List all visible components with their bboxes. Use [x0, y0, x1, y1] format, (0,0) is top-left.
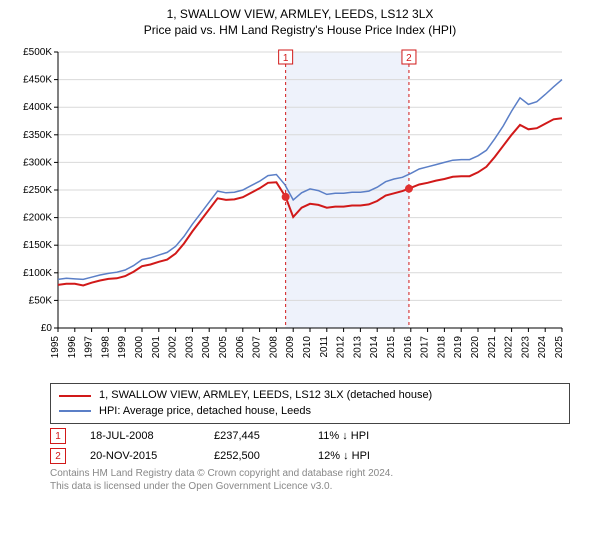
event-number: 2: [50, 448, 66, 464]
svg-text:2003: 2003: [184, 336, 195, 359]
svg-text:2005: 2005: [218, 336, 229, 359]
title-line2: Price paid vs. HM Land Registry's House …: [144, 23, 456, 37]
event-date: 20-NOV-2015: [90, 450, 190, 462]
svg-text:2020: 2020: [470, 336, 481, 359]
event-price: £252,500: [214, 450, 294, 462]
svg-text:2012: 2012: [336, 336, 347, 359]
svg-text:£100K: £100K: [23, 268, 52, 279]
svg-text:£200K: £200K: [23, 213, 52, 224]
svg-text:2022: 2022: [504, 336, 515, 359]
event-diff: 12% ↓ HPI: [318, 450, 398, 462]
svg-text:2023: 2023: [520, 336, 531, 359]
svg-text:2000: 2000: [134, 336, 145, 359]
svg-text:2007: 2007: [252, 336, 263, 359]
svg-text:2004: 2004: [201, 336, 212, 359]
event-row: 1 18-JUL-2008 £237,445 11% ↓ HPI: [50, 428, 570, 444]
svg-text:2018: 2018: [436, 336, 447, 359]
svg-text:2009: 2009: [285, 336, 296, 359]
svg-text:1996: 1996: [67, 336, 78, 359]
svg-text:2011: 2011: [319, 336, 330, 358]
svg-text:1995: 1995: [50, 336, 61, 359]
svg-text:2002: 2002: [168, 336, 179, 359]
event-table: 1 18-JUL-2008 £237,445 11% ↓ HPI 2 20-NOV-201…: [50, 428, 570, 464]
svg-text:2016: 2016: [403, 336, 414, 359]
svg-text:2001: 2001: [151, 336, 162, 359]
footnote-line2: This data is licensed under the Open Gov…: [50, 481, 332, 492]
title-line1: 1, SWALLOW VIEW, ARMLEY, LEEDS, LS12 3LX: [167, 7, 434, 21]
price-chart: £0 £50K £100K £150K £200K £250K £300K £350K £400…: [10, 44, 590, 379]
svg-text:2013: 2013: [352, 336, 363, 359]
svg-text:2010: 2010: [302, 336, 313, 359]
legend-item: 1, SWALLOW VIEW, ARMLEY, LEEDS, LS12 3LX…: [59, 388, 561, 403]
svg-text:2021: 2021: [487, 336, 498, 359]
event-number: 1: [50, 428, 66, 444]
legend-label: HPI: Average price, detached house, Leed…: [99, 404, 311, 419]
svg-text:2: 2: [406, 53, 412, 64]
event-date: 18-JUL-2008: [90, 430, 190, 442]
chart-title: 1, SWALLOW VIEW, ARMLEY, LEEDS, LS12 3LX…: [10, 6, 590, 38]
svg-text:2008: 2008: [268, 336, 279, 359]
svg-text:2014: 2014: [369, 336, 380, 359]
svg-text:£300K: £300K: [23, 158, 52, 169]
svg-text:2025: 2025: [554, 336, 565, 359]
legend-swatch: [59, 410, 91, 412]
svg-text:£500K: £500K: [23, 47, 52, 58]
svg-text:£50K: £50K: [29, 296, 53, 307]
event-price: £237,445: [214, 430, 294, 442]
footnote-line1: Contains HM Land Registry data © Crown c…: [50, 468, 393, 479]
svg-text:1: 1: [283, 53, 289, 64]
svg-text:2024: 2024: [537, 336, 548, 359]
chart-svg: £0 £50K £100K £150K £200K £250K £300K £350K £400…: [10, 44, 570, 374]
svg-text:£400K: £400K: [23, 103, 52, 114]
svg-text:1998: 1998: [100, 336, 111, 359]
legend-label: 1, SWALLOW VIEW, ARMLEY, LEEDS, LS12 3LX…: [99, 388, 432, 403]
svg-text:£350K: £350K: [23, 130, 52, 141]
svg-text:£450K: £450K: [23, 75, 52, 86]
svg-text:1999: 1999: [117, 336, 128, 359]
svg-text:2017: 2017: [420, 336, 431, 359]
svg-text:£0: £0: [41, 323, 53, 334]
svg-text:2006: 2006: [235, 336, 246, 359]
svg-text:£250K: £250K: [23, 185, 52, 196]
svg-text:1997: 1997: [84, 336, 95, 359]
svg-text:2019: 2019: [453, 336, 464, 359]
svg-text:2015: 2015: [386, 336, 397, 359]
svg-text:£150K: £150K: [23, 241, 52, 252]
footnote: Contains HM Land Registry data © Crown c…: [50, 468, 570, 493]
legend: 1, SWALLOW VIEW, ARMLEY, LEEDS, LS12 3LX…: [50, 383, 570, 424]
legend-swatch: [59, 395, 91, 397]
event-diff: 11% ↓ HPI: [318, 430, 398, 442]
event-row: 2 20-NOV-2015 £252,500 12% ↓ HPI: [50, 448, 570, 464]
legend-item: HPI: Average price, detached house, Leed…: [59, 404, 561, 419]
